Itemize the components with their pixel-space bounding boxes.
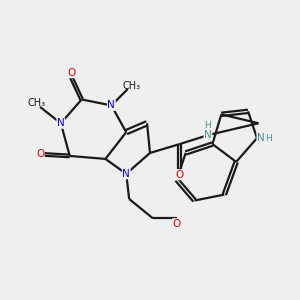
Text: CH₃: CH₃ — [28, 98, 46, 108]
Text: N: N — [257, 133, 265, 143]
Text: N: N — [122, 169, 130, 179]
Text: O: O — [36, 149, 44, 160]
Text: O: O — [172, 219, 181, 229]
Text: O: O — [176, 170, 184, 180]
Text: N: N — [204, 130, 212, 140]
Text: H: H — [265, 134, 272, 142]
Text: CH₃: CH₃ — [122, 80, 140, 91]
Text: O: O — [67, 68, 75, 78]
Text: N: N — [107, 100, 115, 110]
Text: H: H — [205, 121, 211, 130]
Text: N: N — [57, 118, 65, 128]
